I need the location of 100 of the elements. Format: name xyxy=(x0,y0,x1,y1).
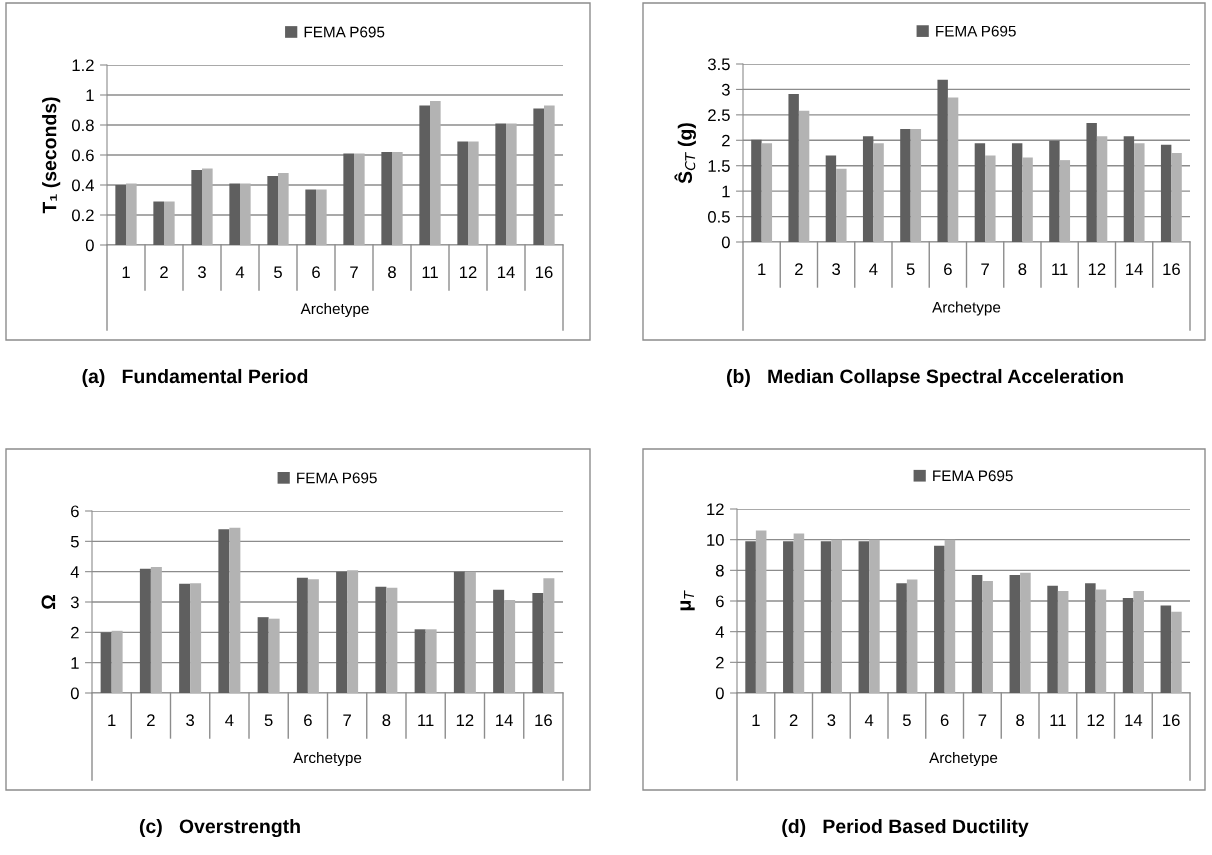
bar xyxy=(544,105,555,245)
x-axis-title: Archetype xyxy=(293,751,362,767)
bar xyxy=(1096,136,1108,242)
x-tick-label: 1 xyxy=(752,714,760,726)
x-tick-label: 11 xyxy=(1052,263,1068,275)
y-tick-label: 0.6 xyxy=(71,149,94,162)
y-axis-title: Ω xyxy=(41,594,56,610)
bar xyxy=(347,570,359,693)
bar xyxy=(457,141,468,245)
bar xyxy=(910,129,922,242)
x-tick-label: 8 xyxy=(388,266,396,279)
legend-label: FEMA P695 xyxy=(933,470,1013,482)
y-tick-label: 6 xyxy=(71,505,79,518)
x-tick-label: 14 xyxy=(498,266,515,278)
bar xyxy=(468,141,479,245)
y-tick-label: 3.5 xyxy=(707,58,730,71)
y-tick-label: 5 xyxy=(70,535,79,548)
bar xyxy=(745,541,756,693)
bar xyxy=(896,583,907,693)
bar xyxy=(464,571,476,693)
bar xyxy=(419,105,430,245)
x-tick-label: 12 xyxy=(460,266,477,278)
bar xyxy=(493,589,505,693)
bar xyxy=(783,541,794,693)
legend-label: FEMA P695 xyxy=(297,472,377,484)
bar xyxy=(495,123,506,245)
bar xyxy=(788,94,799,242)
text: (a) Fundamental Period xyxy=(82,368,308,388)
y-tick-label: 0.8 xyxy=(71,119,94,132)
x-tick-label: 4 xyxy=(869,263,878,275)
y-tick-label: 0.5 xyxy=(707,210,730,223)
bar xyxy=(1160,605,1172,693)
bar xyxy=(825,155,837,242)
x-tick-label: 3 xyxy=(198,266,206,279)
bar xyxy=(257,617,269,693)
y-tick-label: 0.2 xyxy=(71,209,94,222)
bar xyxy=(755,530,767,693)
y-tick-label: 2 xyxy=(722,134,730,147)
bar xyxy=(1085,583,1096,693)
x-tick-label: 8 xyxy=(1018,263,1027,276)
bar xyxy=(392,152,403,245)
bar xyxy=(1171,611,1182,693)
bar xyxy=(100,632,112,693)
x-axis-title: Archetype xyxy=(929,751,998,767)
x-tick-label: 2 xyxy=(795,263,803,275)
x-tick-label: 14 xyxy=(1125,714,1143,726)
bar xyxy=(1122,597,1134,693)
bar xyxy=(1020,572,1031,693)
bar xyxy=(414,629,426,693)
y-tick-label: 2 xyxy=(71,626,79,639)
x-tick-label: 8 xyxy=(382,714,391,727)
y-tick-label: 0 xyxy=(715,687,724,700)
legend-label: FEMA P695 xyxy=(936,25,1016,37)
bar xyxy=(305,189,316,245)
x-tick-label: 6 xyxy=(940,714,949,727)
x-tick-label: 7 xyxy=(350,266,358,278)
bar xyxy=(971,574,983,693)
bar xyxy=(982,581,993,693)
bar xyxy=(934,545,945,693)
x-tick-label: 1 xyxy=(758,263,766,275)
bar xyxy=(381,152,392,245)
bar xyxy=(218,529,230,693)
bar xyxy=(974,143,986,242)
x-tick-label: 11 xyxy=(418,714,434,726)
bar xyxy=(937,79,948,242)
x-axis-title: Archetype xyxy=(932,301,1001,316)
x-axis-title: Archetype xyxy=(300,302,369,318)
bar xyxy=(307,579,319,693)
x-tick-label: 16 xyxy=(536,266,553,279)
bar xyxy=(1057,591,1069,693)
bar xyxy=(111,630,123,693)
y-tick-label: 0 xyxy=(721,236,730,249)
y-tick-label: 3 xyxy=(70,596,79,609)
y-tick-label: 12 xyxy=(707,503,724,516)
bar xyxy=(229,527,241,693)
x-tick-label: 1 xyxy=(122,266,130,278)
x-tick-label: 2 xyxy=(789,714,798,726)
bar xyxy=(532,592,544,693)
bar xyxy=(164,201,175,245)
bar xyxy=(453,571,465,693)
bar xyxy=(1134,143,1145,242)
y-tick-label: 0 xyxy=(70,687,79,700)
y-tick-label: 1.2 xyxy=(72,59,94,72)
x-tick-label: 5 xyxy=(264,714,273,727)
y-tick-label: 1 xyxy=(71,657,79,669)
y-tick-label: 4 xyxy=(70,566,80,578)
x-tick-label: 4 xyxy=(235,266,245,278)
bar xyxy=(191,170,202,245)
bar xyxy=(202,168,213,245)
bar xyxy=(139,568,151,693)
x-tick-label: 5 xyxy=(906,263,915,276)
bar xyxy=(985,155,996,242)
bar xyxy=(375,586,387,693)
bar xyxy=(430,101,441,245)
bar xyxy=(944,539,956,693)
bar xyxy=(1011,143,1023,242)
x-tick-label: 8 xyxy=(1016,714,1025,727)
bar xyxy=(229,183,240,245)
y-tick-label: 3 xyxy=(721,83,730,96)
x-tick-label: 2 xyxy=(147,714,155,726)
